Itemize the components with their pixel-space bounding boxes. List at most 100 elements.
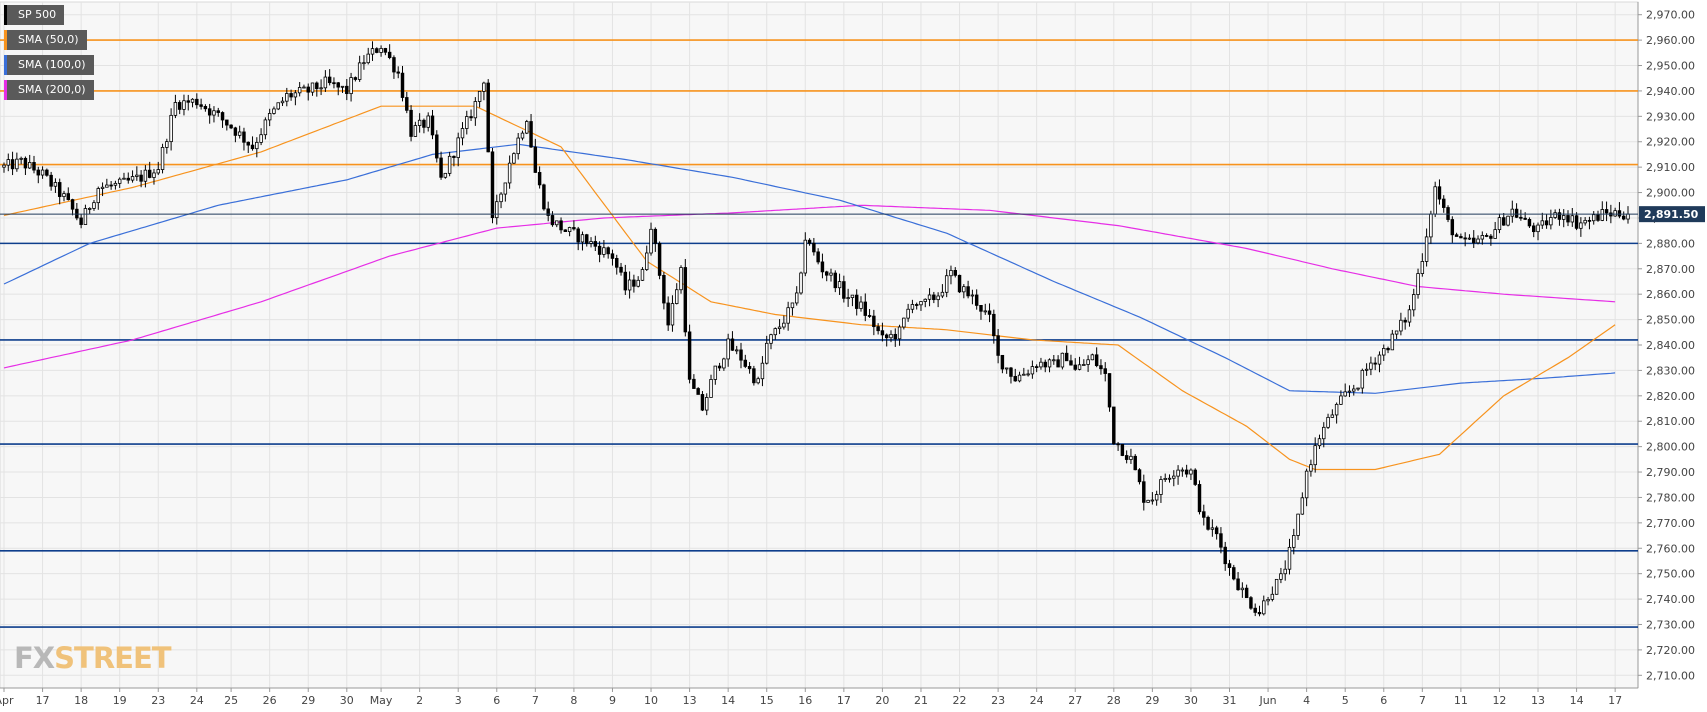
candle-up [1189, 469, 1193, 475]
candle-down [533, 146, 538, 173]
candle-down [199, 104, 203, 107]
candle-up [1304, 470, 1309, 499]
candle-up [1317, 438, 1322, 447]
candle-down [820, 261, 825, 273]
candle-up [1039, 361, 1043, 368]
candle-up [1326, 416, 1330, 428]
candle-up [773, 328, 778, 336]
candle-down [657, 242, 662, 276]
candle-up [495, 201, 499, 219]
candle-up [734, 349, 739, 352]
candle-down [696, 388, 700, 395]
candle-down [353, 77, 358, 80]
x-tick-label: 23 [151, 694, 165, 707]
candle-up [182, 100, 186, 110]
candle-down [542, 184, 546, 210]
candle-down [1373, 362, 1377, 365]
candle-up [580, 234, 585, 243]
candle-up [1356, 387, 1360, 390]
candle-up [413, 125, 418, 137]
x-tick-label: 3 [455, 694, 462, 707]
candle-down [1206, 516, 1210, 530]
y-tick-label: 2,710.00 [1646, 669, 1695, 682]
candle-down [987, 310, 992, 315]
candle-down [1442, 198, 1446, 208]
candle-up [1407, 309, 1412, 323]
candle-up [40, 169, 45, 176]
legend-label: SP 500 [18, 8, 57, 21]
candle-up [923, 298, 927, 302]
x-tick-label: 13 [1531, 694, 1545, 707]
candle-up [465, 116, 469, 129]
candle-down [1257, 612, 1262, 615]
y-tick-label: 2,810.00 [1646, 415, 1695, 428]
candle-up [756, 378, 760, 384]
candle-down [345, 85, 349, 95]
candle-down [1214, 527, 1219, 535]
candle-down [32, 162, 36, 171]
x-tick-label: 7 [532, 694, 539, 707]
candle-down [816, 251, 820, 263]
candle-down [1523, 217, 1527, 220]
candle-up [516, 137, 520, 155]
candle-up [280, 100, 285, 104]
candle-up [760, 362, 765, 380]
y-tick-label: 2,790.00 [1646, 466, 1695, 479]
legend-item[interactable]: SMA (50,0) [4, 30, 87, 50]
candle-up [859, 301, 863, 309]
candle-up [160, 146, 165, 170]
candle-down [430, 115, 435, 136]
candle-up [53, 182, 58, 187]
candle-down [36, 169, 41, 176]
candle-up [850, 294, 855, 299]
x-tick-label: 21 [914, 694, 928, 707]
candle-up [889, 333, 893, 339]
x-tick-label: 16 [798, 694, 812, 707]
candle-down [383, 48, 388, 53]
candle-up [1279, 573, 1283, 580]
candle-down [1099, 365, 1103, 370]
candle-up [1060, 352, 1065, 368]
sma200-line [3, 204, 1616, 369]
candle-down [45, 169, 49, 176]
candle-down [867, 315, 872, 317]
candle-down [1484, 235, 1489, 237]
candle-down [1386, 347, 1390, 351]
candle-down [1043, 361, 1047, 368]
candle-up [927, 294, 932, 300]
x-tick-label: 27 [1068, 694, 1082, 707]
candle-up [152, 172, 156, 178]
candle-down [717, 365, 722, 369]
candle-down [653, 228, 658, 244]
candle-up [1352, 388, 1356, 392]
candle-down [49, 174, 53, 187]
candle-down [409, 109, 413, 137]
legend-item[interactable]: SP 500 [4, 5, 65, 25]
x-tick-label: 12 [1492, 694, 1506, 707]
candle-up [143, 169, 148, 182]
x-tick-label: 24 [190, 694, 204, 707]
candle-up [1082, 364, 1086, 366]
candle-down [1544, 220, 1549, 226]
candle-down [435, 134, 439, 159]
legend-item[interactable]: SMA (200,0) [4, 80, 94, 100]
candle-down [1249, 597, 1253, 609]
candle-down [559, 220, 563, 231]
candle-up [1510, 208, 1515, 217]
legend-item[interactable]: SMA (100,0) [4, 55, 94, 75]
candle-up [1300, 497, 1305, 515]
candle-down [1137, 469, 1142, 483]
candle-down [957, 274, 962, 293]
candle-up [1322, 426, 1326, 440]
candle-down [932, 294, 936, 301]
candle-down [1587, 219, 1592, 222]
logo-street: STREET [54, 641, 171, 675]
y-tick-label: 2,740.00 [1646, 593, 1695, 606]
candle-down [1459, 236, 1463, 239]
candle-up [122, 177, 126, 180]
candle-up [87, 208, 92, 210]
candle-down [289, 93, 293, 98]
candle-up [679, 267, 683, 291]
x-tick-label: 11 [1454, 694, 1468, 707]
